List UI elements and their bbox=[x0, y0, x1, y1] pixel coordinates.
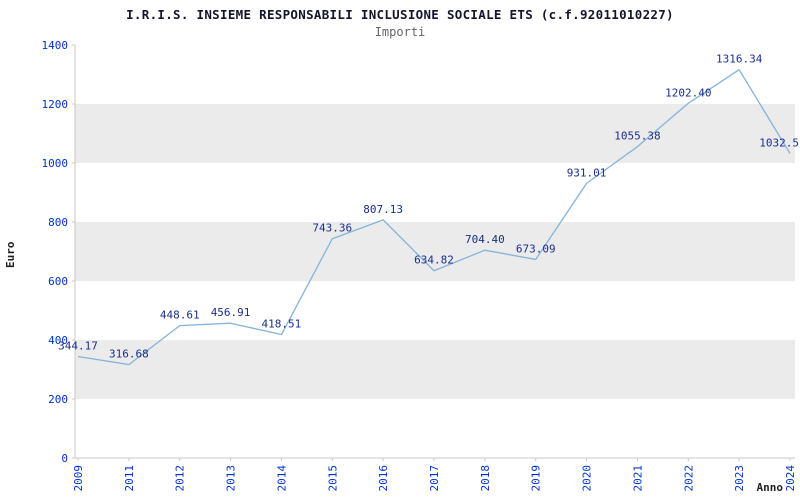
plot-band bbox=[75, 222, 795, 281]
x-tick-label: 2020 bbox=[581, 465, 594, 492]
x-tick-label: 2023 bbox=[733, 465, 746, 492]
data-point-label: 1202.40 bbox=[665, 86, 711, 99]
data-point-label: 1032.5 bbox=[759, 136, 799, 149]
plot-band bbox=[75, 104, 795, 163]
x-tick-label: 2016 bbox=[377, 465, 390, 492]
data-point-label: 704.40 bbox=[465, 233, 505, 246]
x-tick-label: 2012 bbox=[174, 465, 187, 492]
x-tick-label: 2014 bbox=[275, 465, 288, 492]
x-tick-label: 2024 bbox=[784, 465, 797, 492]
data-point-label: 673.09 bbox=[516, 242, 556, 255]
x-tick-label: 2019 bbox=[530, 465, 543, 492]
data-point-label: 456.91 bbox=[211, 306, 251, 319]
data-point-label: 316.68 bbox=[109, 348, 149, 361]
data-point-label: 1055.38 bbox=[614, 130, 660, 143]
y-tick-label: 800 bbox=[48, 216, 68, 229]
chart-title: I.R.I.S. INSIEME RESPONSABILI INCLUSIONE… bbox=[126, 7, 674, 22]
data-point-label: 1316.34 bbox=[716, 53, 763, 66]
y-tick-label: 400 bbox=[48, 334, 68, 347]
chart-subtitle: Importi bbox=[374, 25, 426, 39]
plot-band bbox=[75, 340, 795, 399]
y-tick-label: 1000 bbox=[42, 157, 69, 170]
data-point-label: 634.82 bbox=[414, 254, 454, 267]
data-point-label: 931.01 bbox=[567, 166, 607, 179]
x-tick-label: 2015 bbox=[326, 465, 339, 492]
x-tick-label: 2017 bbox=[428, 465, 441, 492]
series-line bbox=[77, 69, 791, 366]
x-tick-label: 2011 bbox=[123, 465, 136, 492]
data-point-label: 807.13 bbox=[363, 203, 403, 216]
x-axis-label: Anno bbox=[756, 481, 784, 494]
x-tick-label: 2013 bbox=[225, 465, 238, 492]
x-tick-label: 2018 bbox=[479, 465, 492, 492]
x-tick-label: 2009 bbox=[72, 465, 85, 492]
x-tick-label: 2022 bbox=[682, 465, 695, 492]
y-tick-label: 1200 bbox=[42, 98, 69, 111]
data-point-label: 448.61 bbox=[160, 309, 200, 322]
y-tick-label: 0 bbox=[61, 452, 68, 465]
y-tick-label: 600 bbox=[48, 275, 68, 288]
x-tick-label: 2021 bbox=[631, 465, 644, 492]
y-tick-label: 1400 bbox=[42, 39, 69, 52]
data-point-label: 344.17 bbox=[58, 339, 98, 352]
data-point-label: 418.51 bbox=[262, 318, 302, 331]
y-tick-label: 200 bbox=[48, 393, 68, 406]
data-point-label: 743.36 bbox=[312, 222, 352, 235]
